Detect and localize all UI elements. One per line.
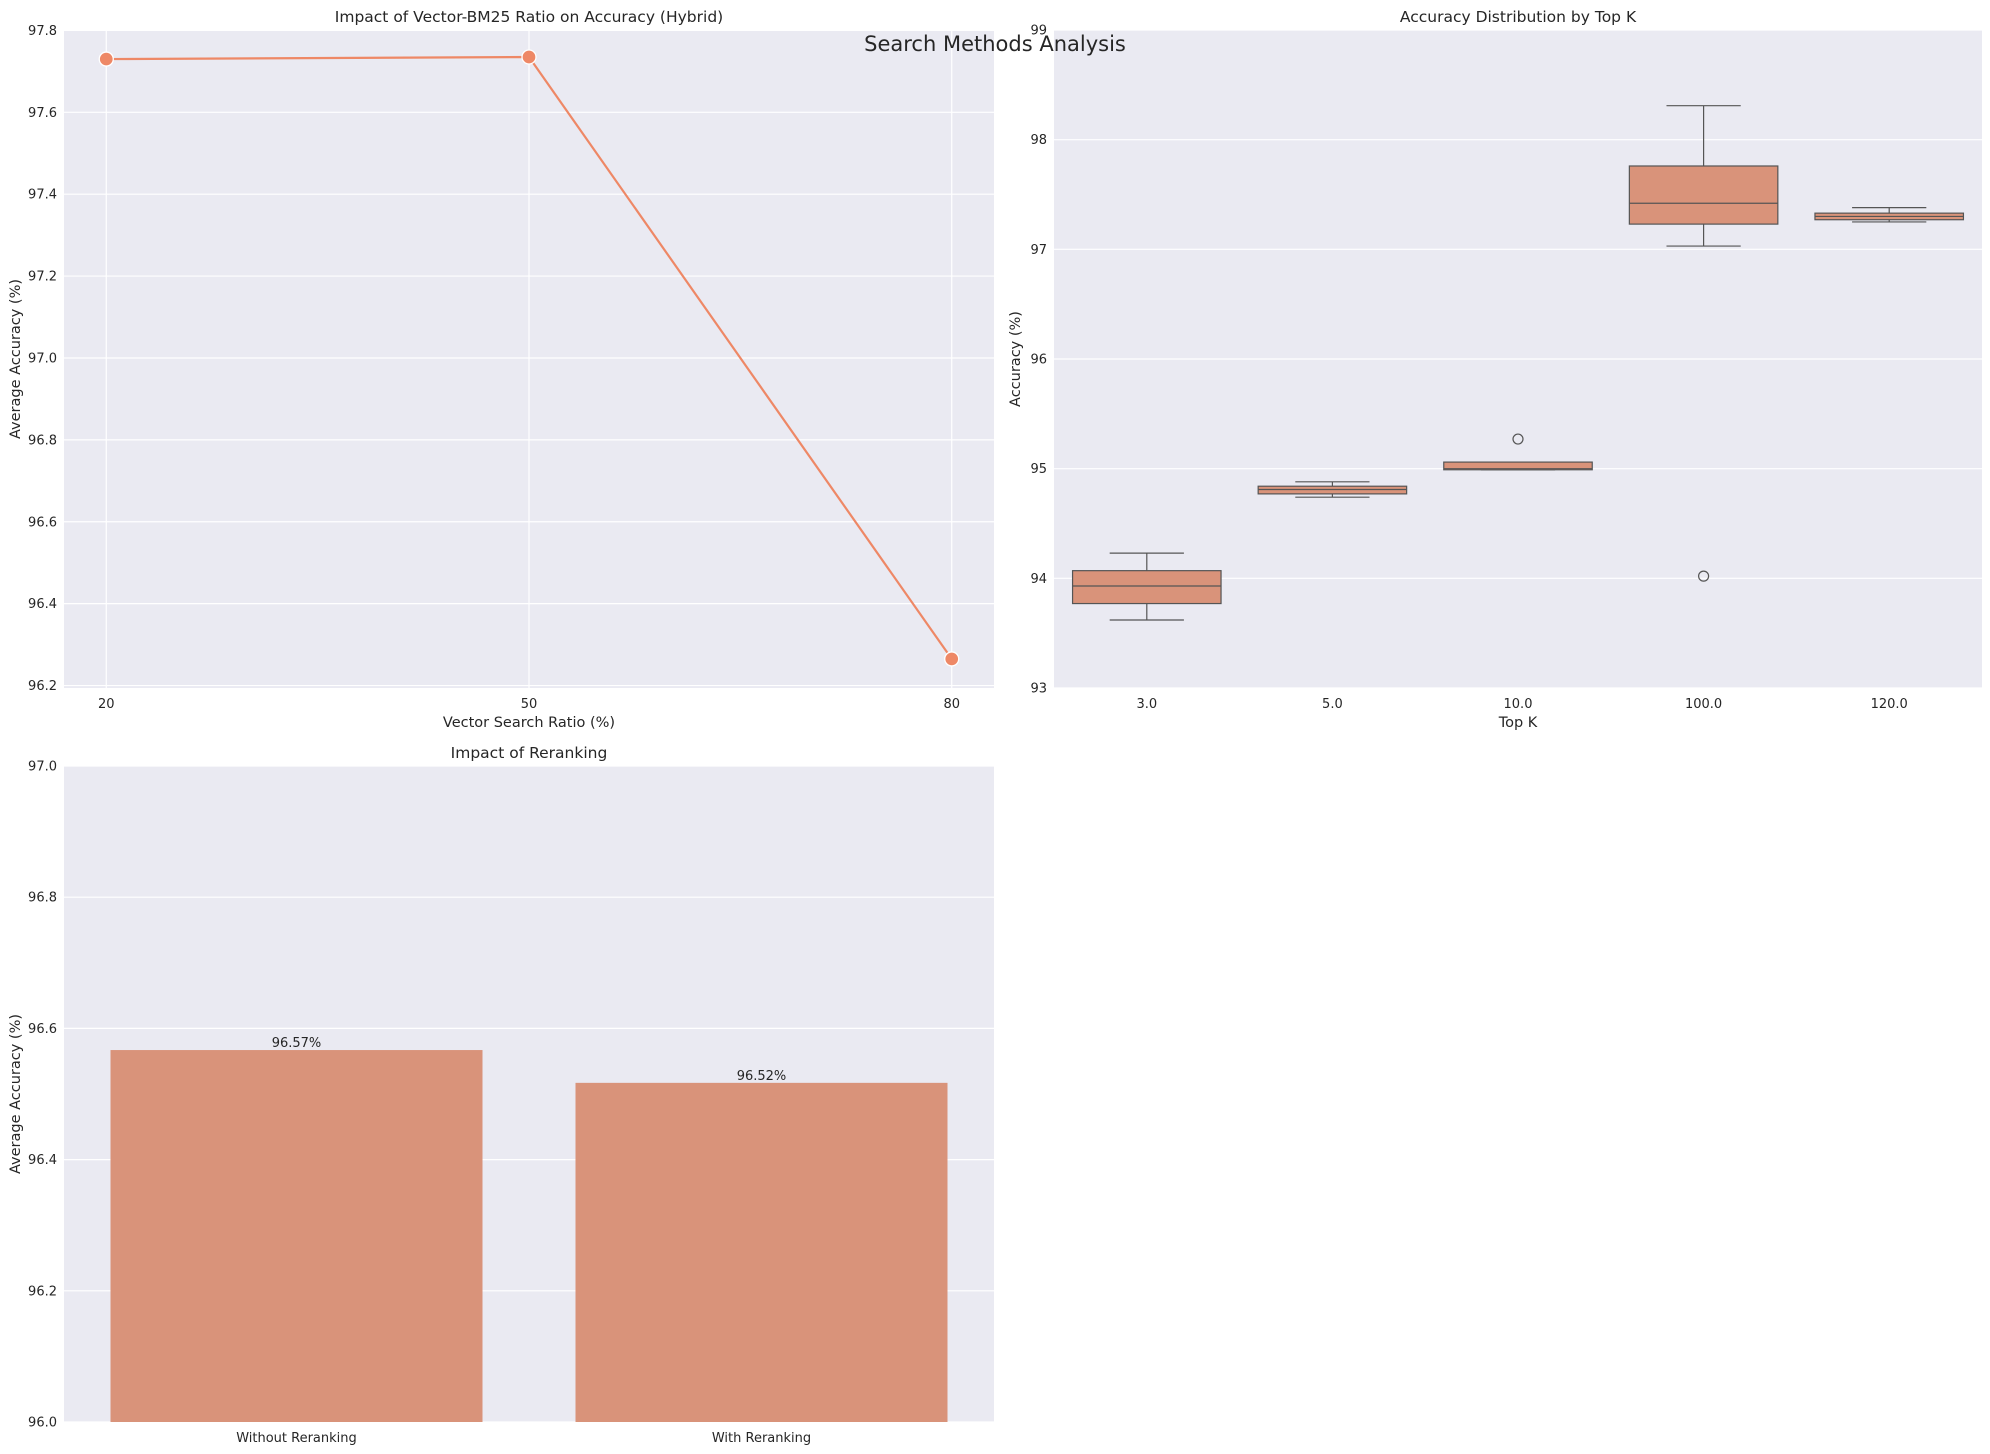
box-plot-ytick-label: 97 — [1030, 243, 1047, 258]
box-plot-xtick-label: 3.0 — [1136, 697, 1157, 712]
line-chart-point — [521, 49, 537, 65]
line-chart-ytick-label: 96.2 — [28, 679, 57, 694]
line-chart-ytick-label: 96.8 — [28, 433, 57, 448]
line-chart-ytick-label: 97.4 — [28, 188, 57, 203]
box-plot-ytick-label: 96 — [1030, 353, 1047, 368]
bar-chart-ytick-label: 96.4 — [28, 1153, 57, 1168]
line-chart-ytick-label: 97.0 — [28, 351, 57, 366]
box-plot-ytick-label: 99 — [1030, 24, 1047, 39]
bar-chart-ytick-label: 96.8 — [28, 891, 57, 906]
line-chart-xtick-label: 80 — [943, 697, 960, 712]
box-plot-ylabel: Accuracy (%) — [1008, 311, 1024, 407]
box-plot-title: Accuracy Distribution by Top K — [1400, 8, 1637, 26]
panel-bar-chart: 96.57% 96.52% 96.0 96.2 96.4 96.6 96.8 97.0 Wit… — [8, 744, 994, 1446]
box-plot-box — [1628, 165, 1779, 225]
line-chart-point — [944, 651, 960, 667]
box-plot-xtick-label: 100.0 — [1685, 697, 1722, 712]
bar-chart-data-label: 96.57% — [272, 1036, 322, 1051]
line-chart-xtick-label: 20 — [98, 697, 115, 712]
line-chart-title: Impact of Vector-BM25 Ratio on Accuracy … — [335, 8, 723, 26]
line-chart-point — [98, 51, 114, 67]
bar-chart-bar — [575, 1082, 948, 1422]
panel-box-plot: 93 94 95 96 97 98 99 3.0 5.0 10.0 100.0 120.0 Accur… — [1008, 8, 1982, 731]
box-plot-ticks: 93 94 95 96 97 98 99 3.0 5.0 10.0 100.0 120.0 — [1030, 24, 1907, 713]
bar-chart-ylabel: Average Accuracy (%) — [8, 1014, 24, 1174]
box-plot-ytick-label: 98 — [1030, 133, 1047, 148]
line-chart-ytick-label: 97.2 — [28, 270, 57, 285]
bar-chart-ytick-label: 97.0 — [28, 760, 57, 775]
box-plot-xtick-label: 120.0 — [1871, 697, 1908, 712]
panel-line-chart: 96.2 96.4 96.6 96.8 97.0 97.2 97.4 97.6 97.8 20 50… — [8, 8, 994, 731]
bar-chart-marks: 96.57% 96.52% — [110, 1036, 948, 1422]
bar-chart-data-label: 96.52% — [737, 1069, 787, 1084]
box-plot-xtick-label: 10.0 — [1504, 697, 1533, 712]
bar-chart-title: Impact of Reranking — [451, 744, 608, 762]
box-plot-outlier — [1697, 570, 1710, 582]
line-chart-ytick-label: 96.4 — [28, 597, 57, 612]
bar-chart-xtick-label: Without Reranking — [236, 1431, 357, 1446]
box-plot-box — [1071, 570, 1222, 605]
figure-suptitle: Search Methods Analysis — [864, 32, 1126, 56]
box-plot-ytick-label: 93 — [1030, 682, 1047, 697]
line-chart-ylabel: Average Accuracy (%) — [8, 279, 24, 439]
bar-chart-xtick-label: With Reranking — [712, 1431, 811, 1446]
line-chart-ytick-label: 97.6 — [28, 106, 57, 121]
box-plot-box — [1443, 461, 1593, 471]
box-plot-xlabel: Top K — [1498, 715, 1538, 731]
box-plot-xtick-label: 5.0 — [1322, 697, 1343, 712]
line-chart-ytick-label: 97.8 — [28, 24, 57, 39]
box-plot-ytick-label: 95 — [1030, 462, 1047, 477]
line-chart-grid — [64, 29, 994, 688]
bar-chart-ytick-label: 96.2 — [28, 1284, 57, 1299]
bar-chart-bar — [110, 1050, 483, 1422]
line-chart-ticks: 96.2 96.4 96.6 96.8 97.0 97.2 97.4 97.6 97.8 20 50… — [28, 24, 960, 712]
box-plot-marks — [1071, 105, 1965, 621]
bar-chart-ytick-label: 96.6 — [28, 1022, 57, 1037]
line-chart-xtick-label: 50 — [521, 697, 538, 712]
box-plot-outlier — [1512, 433, 1524, 445]
box-plot-ytick-label: 94 — [1030, 572, 1047, 587]
bar-chart-ticks: 96.0 96.2 96.4 96.6 96.8 97.0 Without Rerankin… — [28, 760, 811, 1447]
line-chart-xlabel: Vector Search Ratio (%) — [443, 715, 615, 731]
line-chart-marks — [98, 49, 960, 667]
bar-chart-ytick-label: 96.0 — [28, 1416, 57, 1431]
line-chart-ytick-label: 96.6 — [28, 515, 57, 530]
